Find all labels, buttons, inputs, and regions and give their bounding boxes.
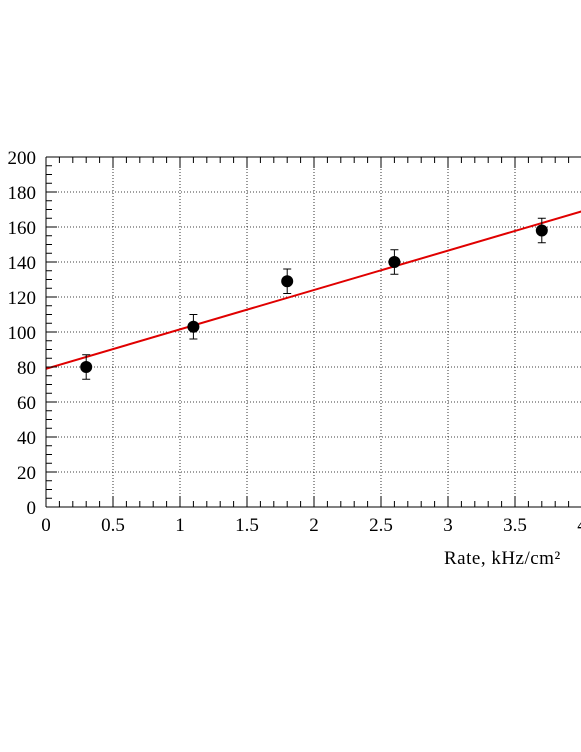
grid-lines: [46, 157, 581, 507]
x-tick-label: 0: [41, 515, 51, 536]
y-tick-label: 180: [8, 183, 37, 204]
axes: [45, 156, 581, 508]
y-tick-label: 0: [27, 498, 37, 519]
data-point: [388, 256, 401, 268]
y-tick-label: 160: [8, 218, 37, 239]
y-tick-label: 60: [17, 393, 36, 414]
data-point: [80, 361, 93, 373]
y-tick-label: 120: [8, 288, 37, 309]
x-tick-label: 2: [309, 515, 319, 536]
data-point: [187, 320, 200, 333]
y-tick-label: 20: [17, 463, 36, 484]
y-tick-label: 140: [8, 253, 37, 274]
x-tick-label: 0.5: [101, 515, 125, 536]
x-tick-labels: 0 0.5 1 1.5 2 2.5 3 3.5 4: [41, 515, 581, 536]
x-tick-label: 2.5: [369, 515, 393, 536]
x-tick-label: 3.5: [503, 515, 527, 536]
y-tick-label: 100: [8, 323, 37, 344]
x-tick-label: 4: [577, 515, 581, 536]
x-axis-title: Rate, kHz/cm²: [444, 548, 561, 569]
x-tick-label: 3: [443, 515, 453, 536]
x-tick-label: 1.5: [235, 515, 259, 536]
data-point: [281, 275, 294, 288]
x-tick-label: 1: [175, 515, 185, 536]
y-tick-label: 80: [17, 358, 36, 379]
y-tick-label: 200: [8, 148, 37, 169]
data-points: [80, 217, 548, 380]
y-tick-label: 40: [17, 428, 36, 449]
y-tick-labels: 0 20 40 60 80 100 120 140 160 180 200: [8, 148, 37, 519]
data-point: [535, 224, 548, 237]
fit-line: [46, 210, 581, 370]
fit-line-group: [46, 210, 581, 370]
